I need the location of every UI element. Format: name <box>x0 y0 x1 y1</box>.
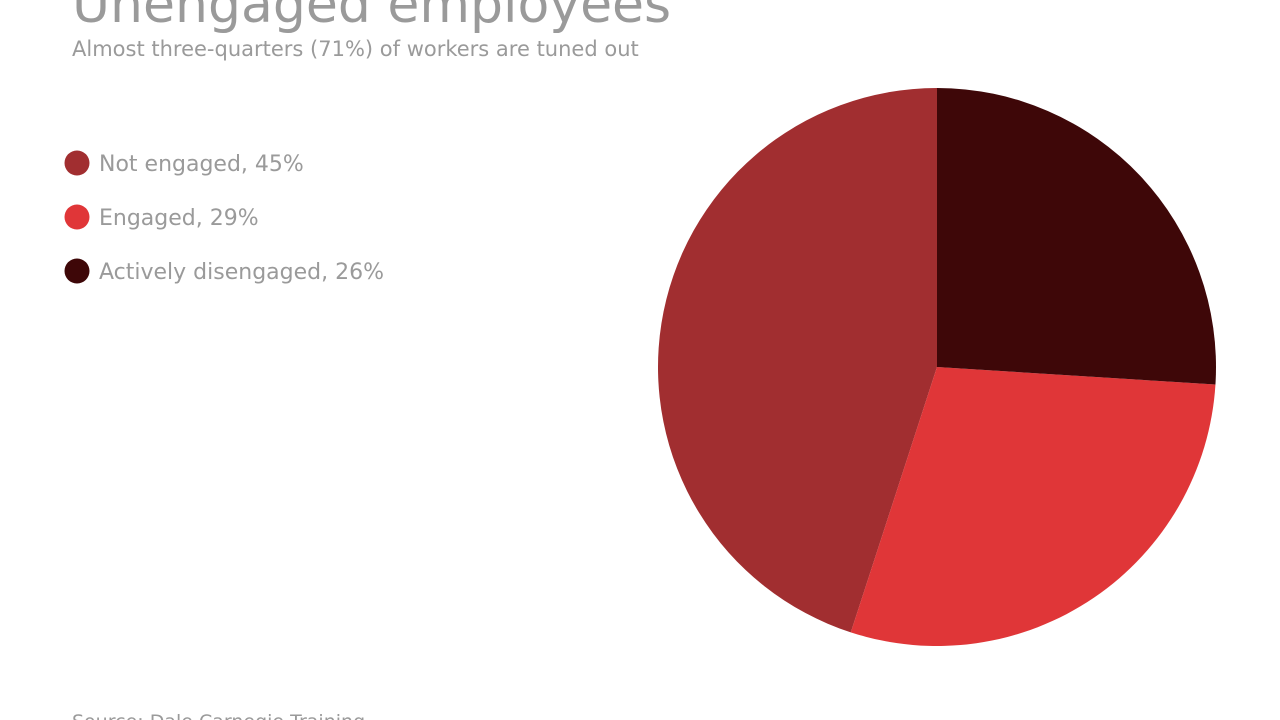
pie-slice <box>850 367 1216 646</box>
pie-slice <box>658 88 937 633</box>
legend-label: Actively disengaged, 26% <box>99 260 384 285</box>
legend-swatch <box>64 258 90 284</box>
chart-title: Unengaged employees <box>72 0 671 35</box>
legend-label: Engaged, 29% <box>99 206 259 231</box>
chart-subtitle: Almost three-quarters (71%) of workers a… <box>72 37 639 61</box>
legend-label: Not engaged, 45% <box>99 152 304 177</box>
legend-swatch <box>64 150 90 176</box>
source-note: Source: Dale Carnegie Training <box>72 711 365 720</box>
legend-swatch <box>64 204 90 230</box>
pie-slice <box>937 88 1216 385</box>
